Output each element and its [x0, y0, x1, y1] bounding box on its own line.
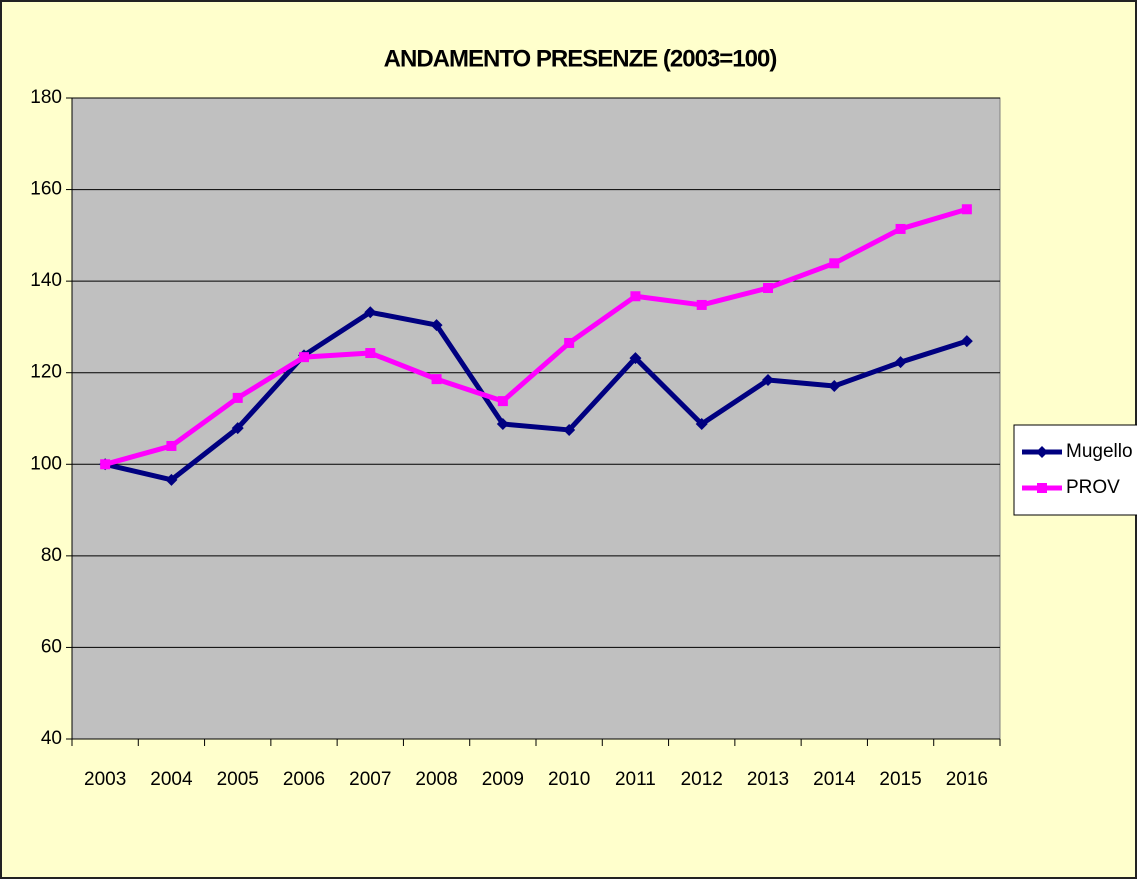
marker-diamond [231, 422, 244, 435]
x-tick-label: 2003 [84, 769, 126, 790]
x-tick-label: 2013 [747, 769, 789, 790]
marker-diamond [364, 306, 377, 319]
legend-label: PROV [1066, 477, 1120, 498]
x-tick-label: 2011 [615, 769, 656, 790]
marker-diamond [629, 352, 642, 365]
marker-square [961, 204, 972, 215]
marker-square [1037, 483, 1047, 493]
legend: Mugello PROV [1013, 424, 1137, 516]
x-tick-label: 2008 [415, 769, 457, 790]
x-tick-label: 2012 [681, 769, 723, 790]
x-tick-label: 2016 [946, 769, 988, 790]
marker-square [299, 352, 309, 363]
plot-area [71, 97, 1001, 740]
x-tick-label: 2014 [813, 769, 856, 790]
x-tick-label: 2015 [879, 769, 921, 790]
marker-square [564, 337, 575, 348]
legend-label: Mugello [1066, 441, 1133, 462]
x-tick-label: 2009 [482, 769, 524, 790]
marker-diamond [894, 356, 907, 369]
y-tick-label: 100 [30, 453, 62, 474]
x-tick-label: 2010 [548, 769, 590, 790]
marker-diamond [695, 417, 708, 430]
marker-diamond [1036, 446, 1048, 458]
marker-diamond [762, 374, 774, 387]
marker-square [497, 396, 508, 407]
marker-square [431, 374, 442, 385]
x-tick-label: 2006 [283, 769, 325, 790]
marker-diamond [496, 417, 509, 430]
y-tick-label: 60 [41, 636, 62, 657]
marker-diamond [828, 379, 841, 392]
chart-title: ANDAMENTO PRESENZE (2003=100) [384, 45, 777, 72]
marker-square [630, 291, 641, 302]
marker-square [895, 223, 906, 234]
marker-square [365, 348, 376, 359]
x-tick-label: 2004 [150, 769, 193, 790]
y-tick-label: 40 [41, 728, 62, 749]
marker-diamond [430, 319, 443, 332]
marker-square [232, 392, 243, 403]
y-tick-label: 80 [41, 545, 62, 566]
marker-square [166, 440, 177, 451]
marker-square [696, 299, 707, 310]
x-tick-label: 2007 [349, 769, 391, 790]
y-tick-label: 120 [30, 362, 62, 383]
marker-square [829, 258, 840, 269]
y-tick-label: 160 [30, 179, 62, 200]
marker-diamond [960, 335, 973, 348]
x-tick-label: 2005 [217, 769, 259, 790]
legend-box [1013, 424, 1137, 516]
marker-diamond [563, 423, 576, 436]
y-tick-label: 180 [30, 87, 62, 108]
marker-diamond [165, 473, 178, 486]
series-line [104, 206, 968, 467]
marker-square [100, 459, 111, 470]
marker-square [763, 283, 773, 294]
series-line [104, 309, 968, 483]
y-tick-label: 140 [30, 270, 62, 291]
